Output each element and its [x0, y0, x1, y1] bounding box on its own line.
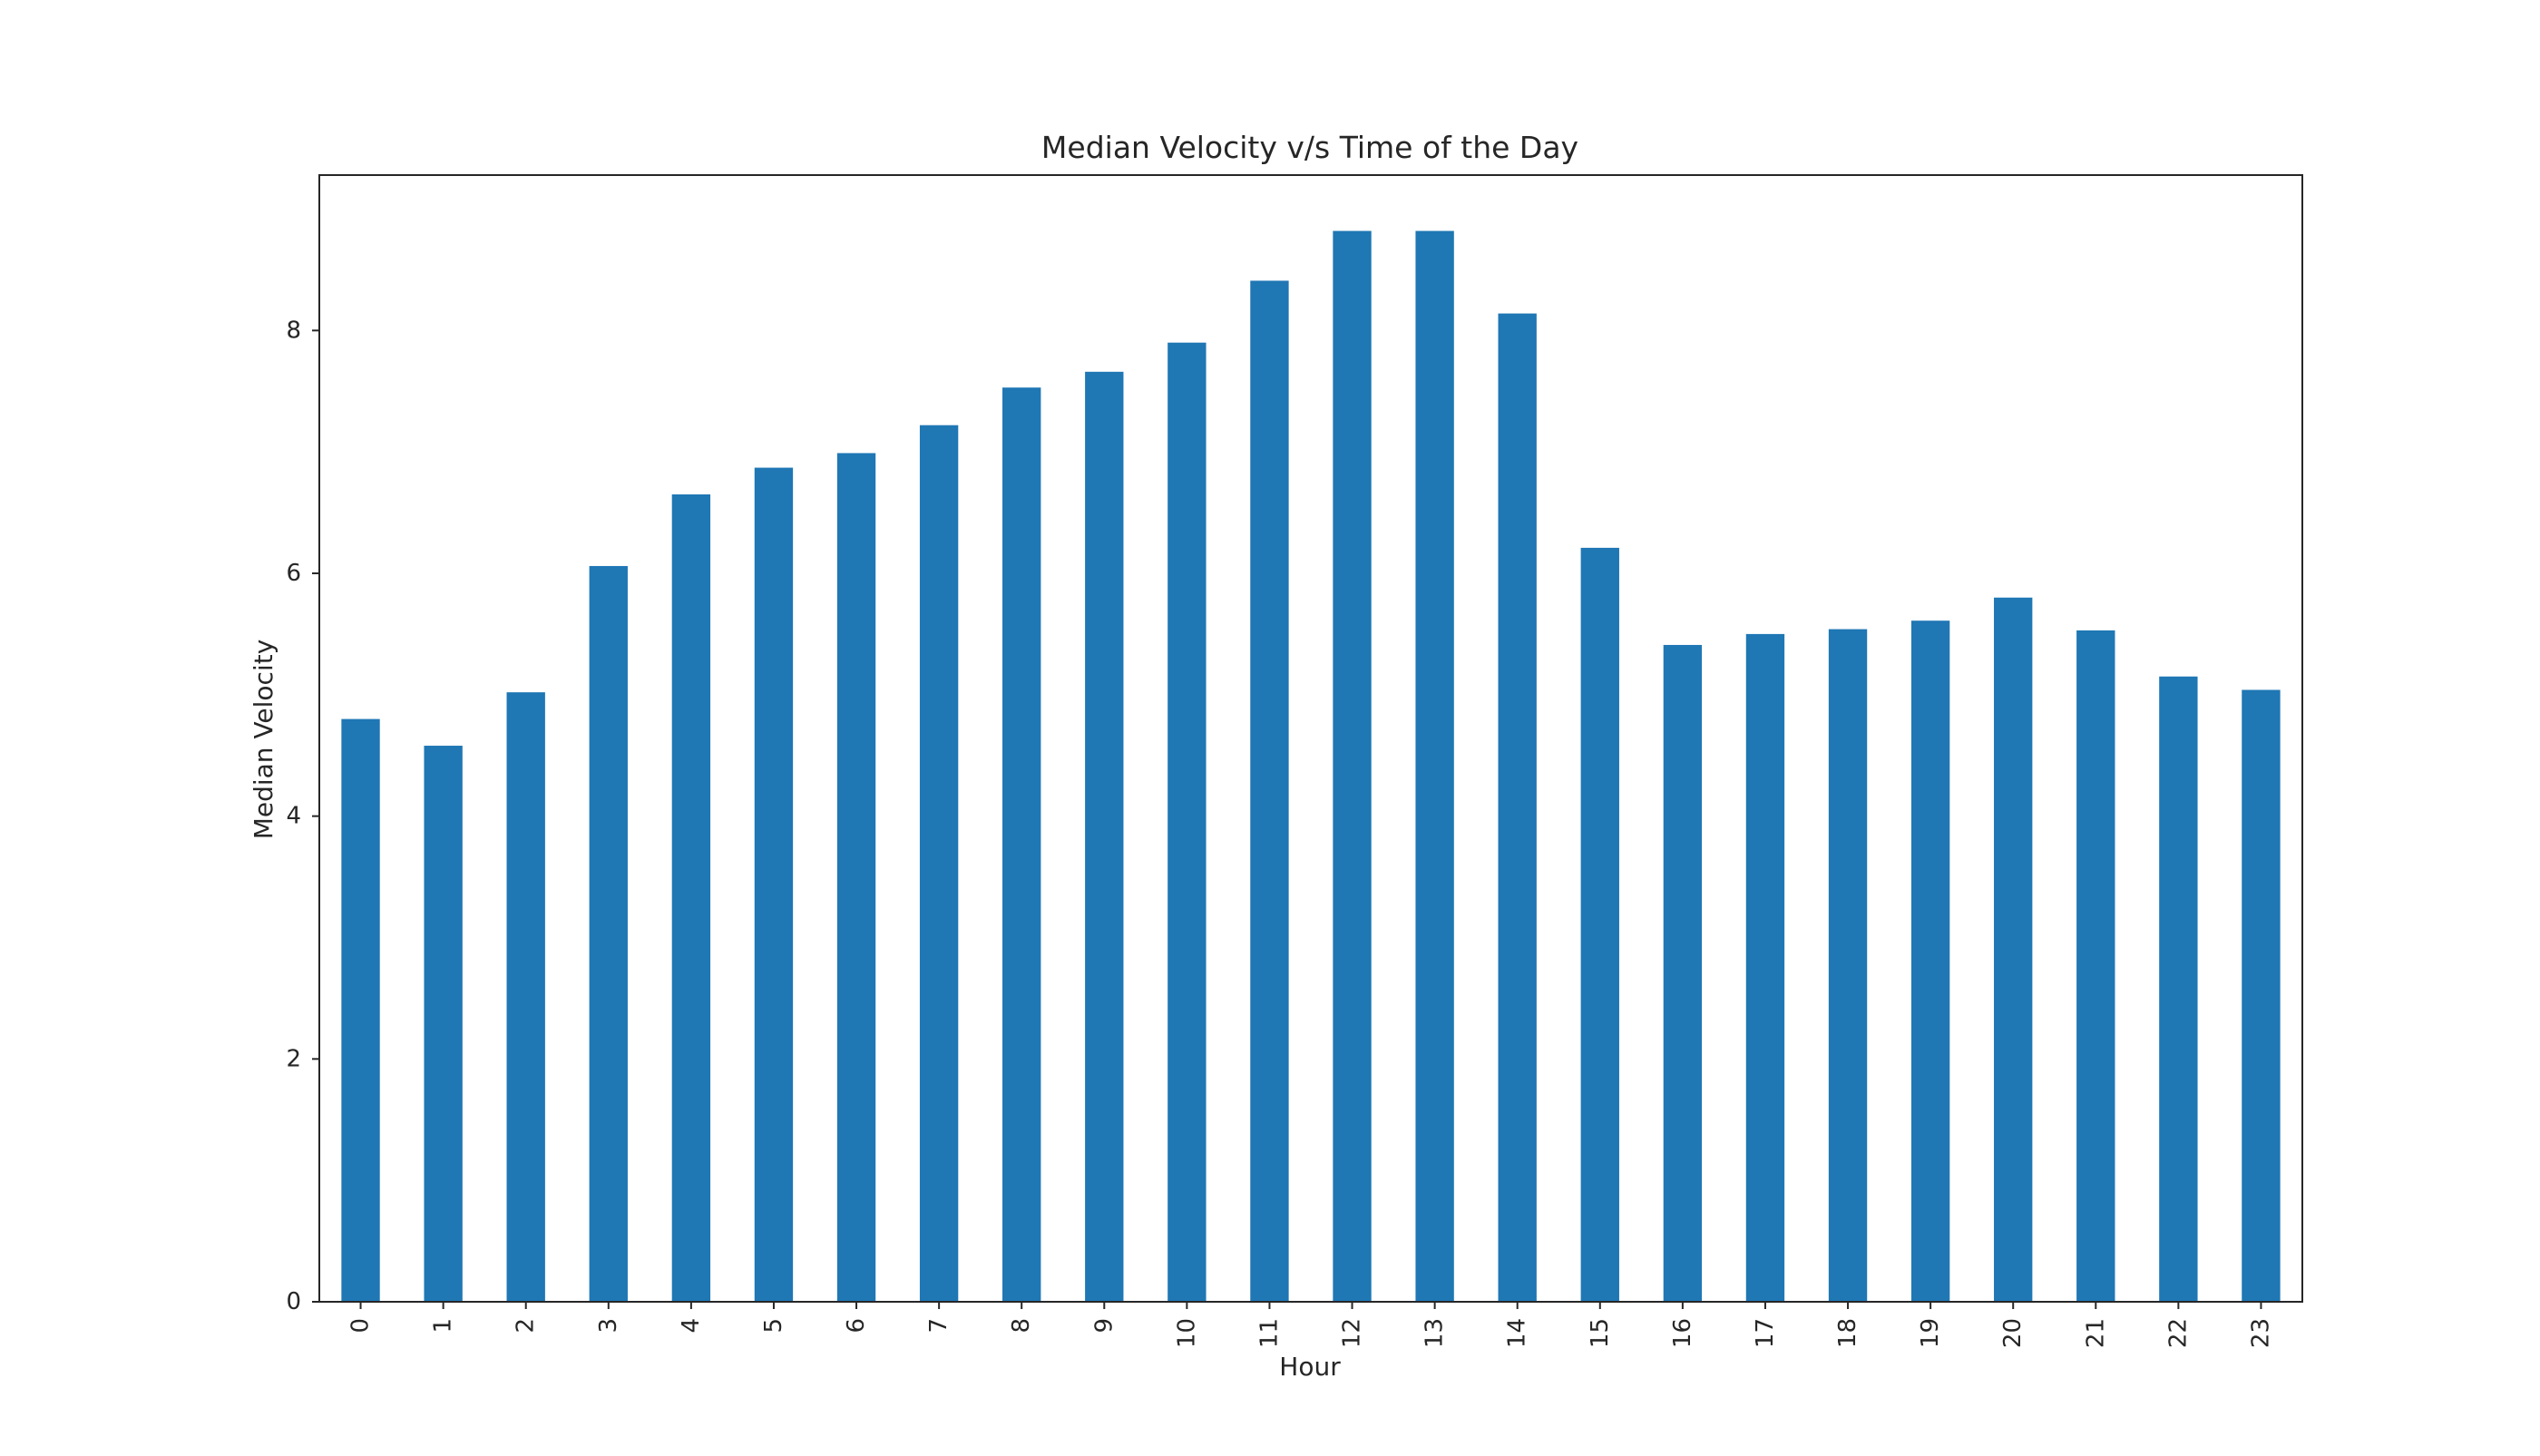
x-axis-label: Hour [1279, 1352, 1341, 1382]
x-tick-label: 8 [1008, 1318, 1035, 1334]
bar-hour-20 [1994, 597, 2033, 1302]
bar-hour-22 [2159, 676, 2198, 1302]
y-axis-label: Median Velocity [249, 640, 278, 840]
y-tick-label: 0 [286, 1288, 301, 1315]
bar-hour-0 [341, 718, 380, 1302]
x-tick-label: 15 [1587, 1318, 1614, 1348]
x-tick-label: 23 [2247, 1318, 2274, 1348]
bar-hour-9 [1085, 371, 1124, 1302]
x-tick-label: 7 [925, 1318, 952, 1334]
bar-hour-5 [754, 467, 794, 1302]
y-tick-label: 4 [286, 803, 301, 830]
x-tick-label: 6 [843, 1318, 870, 1334]
x-tick-label: 16 [1669, 1318, 1696, 1348]
x-tick-label: 21 [2082, 1318, 2109, 1348]
x-tick-label: 10 [1173, 1318, 1200, 1348]
bar-hour-10 [1167, 342, 1206, 1303]
x-tick-label: 12 [1339, 1318, 1366, 1348]
x-tick-label: 9 [1090, 1318, 1118, 1334]
x-axis-ticks: 0 1 2 3 4 5 6 7 8 9 10 11 12 13 14 15 16 17 18 19 20 21 22 23 [347, 1302, 2274, 1348]
bar-hour-14 [1498, 313, 1537, 1302]
bar-hour-15 [1580, 547, 1619, 1302]
x-tick-label: 19 [1917, 1318, 1944, 1348]
y-axis-ticks: 0 2 4 6 8 [286, 317, 319, 1315]
bars-group [341, 230, 2281, 1303]
x-tick-label: 20 [1999, 1318, 2027, 1348]
bar-hour-18 [1828, 629, 1868, 1302]
bar-hour-19 [1910, 621, 1950, 1302]
y-tick-label: 8 [286, 317, 301, 344]
x-tick-label: 5 [760, 1318, 787, 1334]
x-tick-label: 0 [347, 1318, 375, 1334]
x-tick-label: 4 [678, 1318, 705, 1334]
bar-hour-1 [424, 746, 463, 1302]
bar-hour-2 [506, 692, 545, 1302]
x-tick-label: 18 [1834, 1318, 1861, 1348]
bar-hour-12 [1333, 230, 1372, 1302]
bar-hour-23 [2242, 689, 2281, 1302]
x-tick-label: 11 [1255, 1318, 1283, 1348]
x-tick-label: 3 [595, 1318, 622, 1334]
y-tick-label: 6 [286, 560, 301, 587]
bar-hour-4 [671, 493, 711, 1302]
bar-hour-17 [1745, 633, 1785, 1302]
bar-hour-13 [1415, 230, 1454, 1302]
bar-hour-3 [589, 565, 628, 1302]
x-tick-label: 1 [430, 1318, 457, 1334]
bar-hour-6 [836, 453, 876, 1303]
x-tick-label: 17 [1752, 1318, 1779, 1348]
plot-area-frame [318, 174, 2303, 1303]
x-tick-label: 22 [2164, 1318, 2192, 1348]
chart-title: Median Velocity v/s Time of the Day [1041, 130, 1578, 165]
bar-hour-7 [919, 425, 959, 1302]
bar-hour-16 [1663, 644, 1703, 1302]
bar-hour-11 [1250, 280, 1289, 1303]
x-tick-label: 2 [513, 1318, 540, 1334]
bar-hour-21 [2076, 630, 2115, 1302]
x-tick-label: 14 [1504, 1318, 1531, 1348]
bar-hour-8 [1002, 387, 1041, 1303]
x-tick-label: 13 [1421, 1318, 1449, 1348]
y-tick-label: 2 [286, 1045, 301, 1072]
